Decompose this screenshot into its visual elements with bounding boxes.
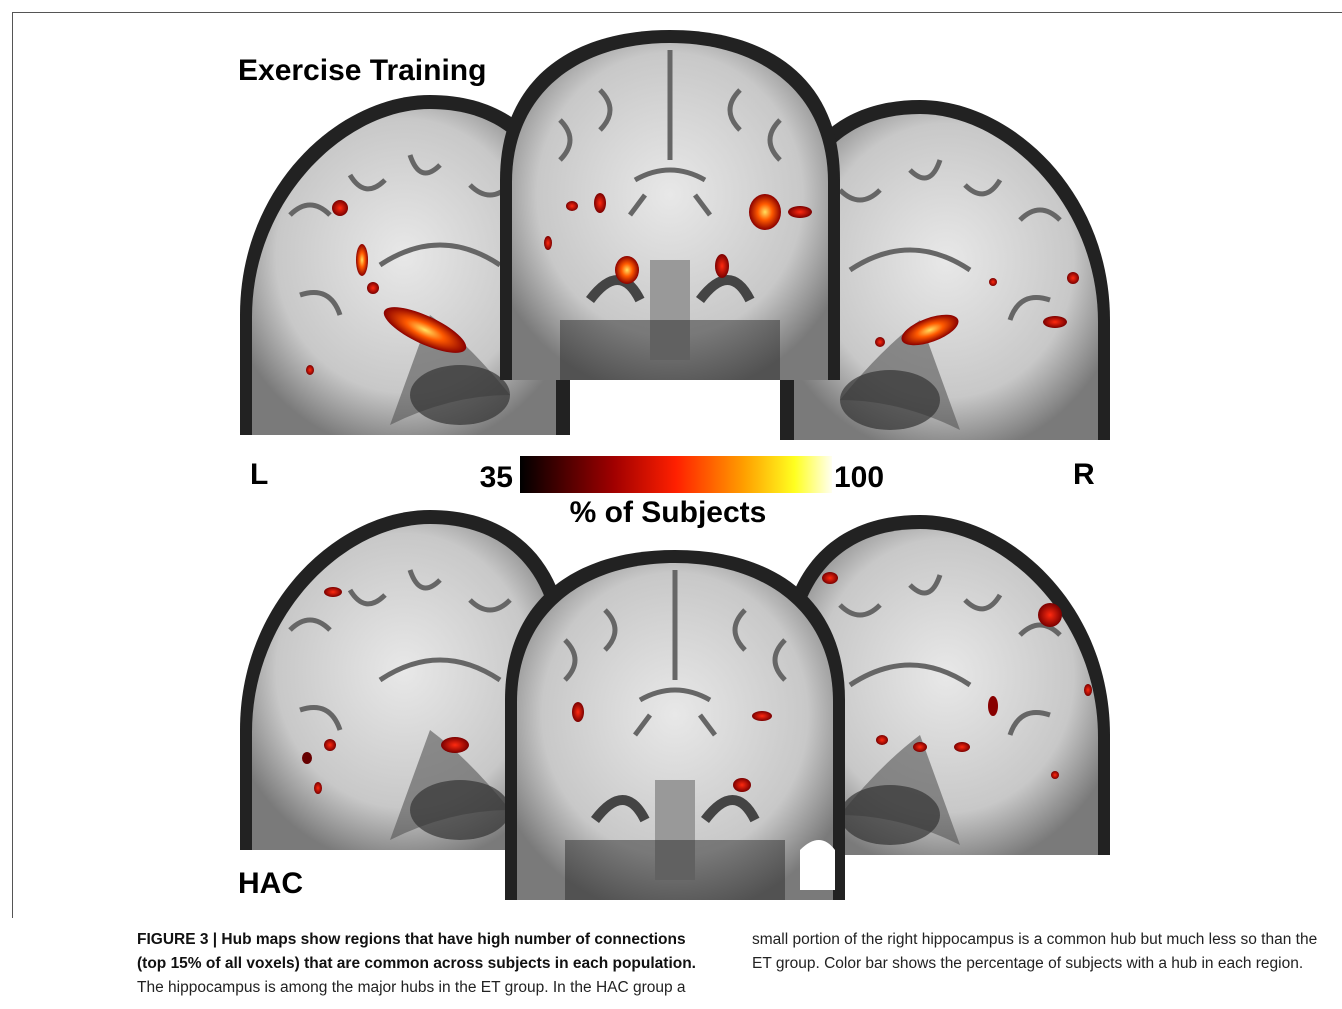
caption: FIGURE 3 | Hub maps show regions that ha…: [137, 928, 1330, 1000]
figure: Exercise Training HAC L R 35 100 % of Su…: [0, 0, 1342, 920]
brain-slice: [505, 550, 845, 900]
colorbar: [520, 456, 832, 493]
colorbar-label: % of Subjects: [570, 496, 767, 529]
colorbar-max: 100: [834, 461, 884, 494]
panel-label: Exercise Training: [238, 54, 486, 87]
panel-label: HAC: [238, 867, 303, 900]
caption-label: FIGURE 3 | Hub maps show regions that ha…: [137, 931, 696, 972]
mask: [610, 380, 745, 445]
side-label: R: [1073, 458, 1095, 491]
brain-slice: [500, 30, 840, 380]
side-label: L: [250, 458, 268, 491]
page: Exercise Training HAC L R 35 100 % of Su…: [0, 0, 1342, 1009]
colorbar-min: 35: [480, 461, 513, 494]
